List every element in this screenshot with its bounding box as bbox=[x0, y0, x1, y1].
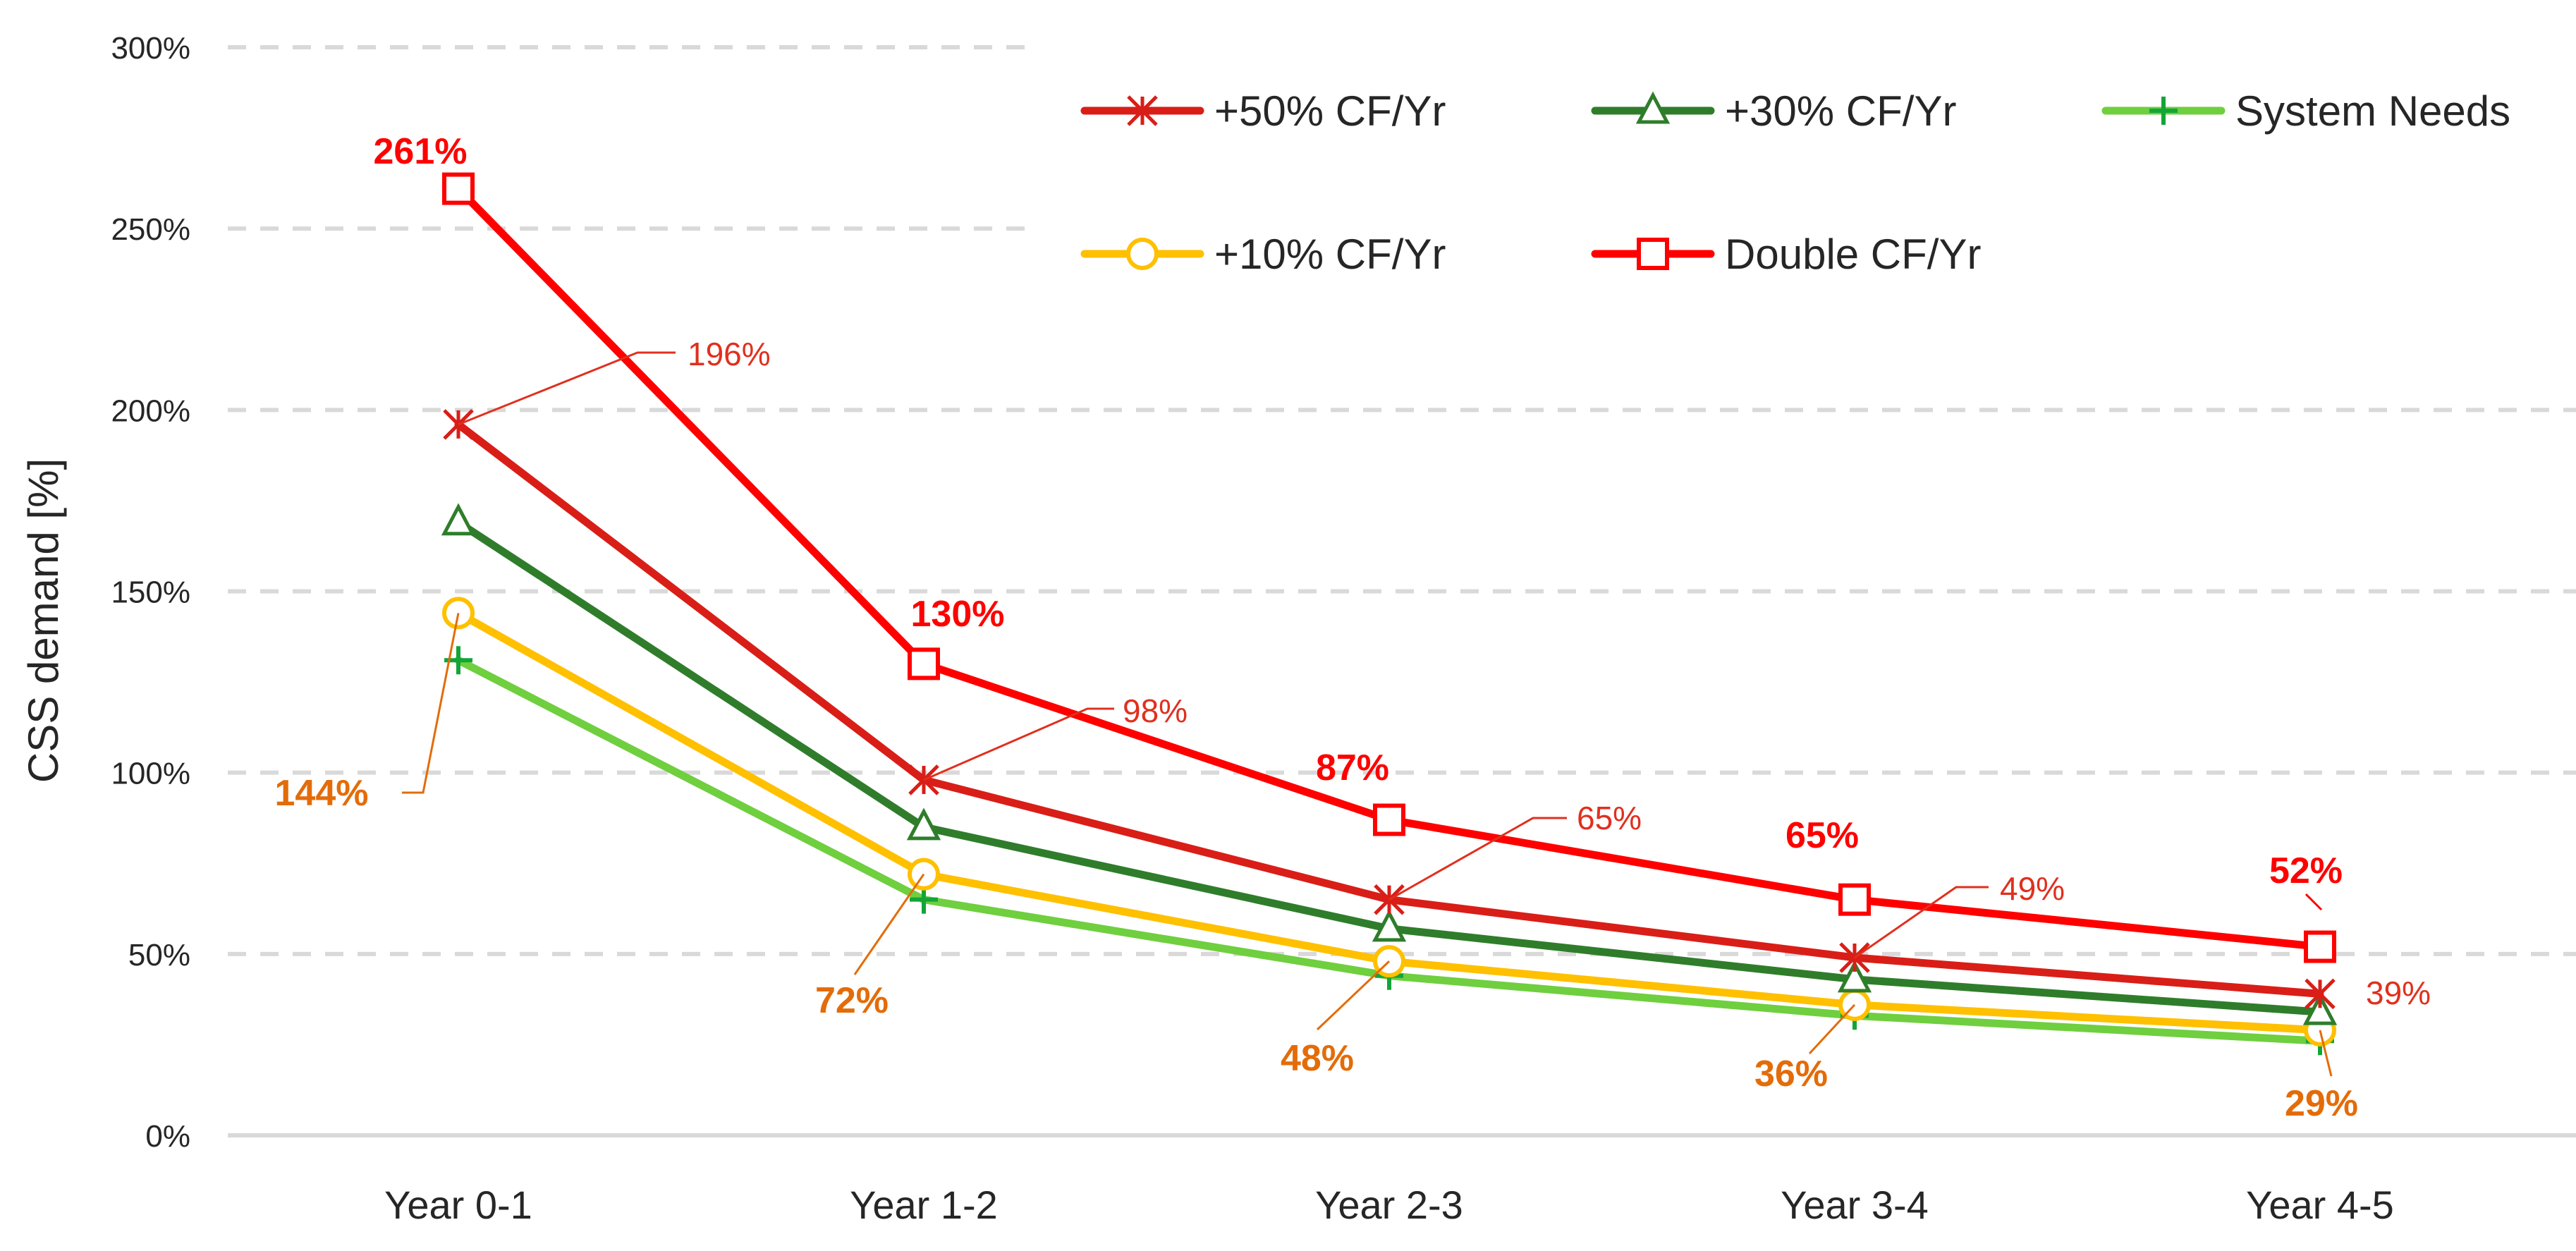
y-tick-label: 250% bbox=[111, 212, 190, 247]
x-tick-label: Year 3-4 bbox=[1781, 1183, 1929, 1227]
data-label: 52% bbox=[2269, 850, 2343, 891]
y-axis-ticks: 0% 50% 100% 150% 200% 250% 300% bbox=[111, 31, 190, 1154]
data-point-marker bbox=[442, 172, 475, 205]
data-label: 144% bbox=[275, 773, 369, 814]
data-point-marker bbox=[1837, 960, 1872, 993]
data-label: 48% bbox=[1281, 1038, 1354, 1079]
legend-label: +50% CF/Yr bbox=[1214, 87, 1446, 135]
data-label: 72% bbox=[815, 980, 889, 1021]
series-lines bbox=[441, 172, 2338, 1056]
series-double-cf-yr bbox=[442, 172, 2336, 963]
x-tick-label: Year 1-2 bbox=[850, 1183, 998, 1227]
leader-line bbox=[1854, 886, 1989, 959]
data-point-marker bbox=[906, 807, 941, 841]
data-label: 65% bbox=[1577, 800, 1642, 836]
leader-line bbox=[1808, 1003, 1856, 1055]
y-tick-label: 200% bbox=[111, 393, 190, 428]
y-tick-label: 300% bbox=[111, 31, 190, 66]
legend-item--50-cf-yr: +50% CF/Yr bbox=[1080, 87, 1446, 135]
data-label: 65% bbox=[1786, 815, 1859, 856]
leader-line bbox=[923, 707, 1114, 781]
y-axis-label: CSS demand [%] bbox=[20, 458, 67, 783]
data-point-marker bbox=[2304, 930, 2336, 963]
x-tick-label: Year 0-1 bbox=[384, 1183, 532, 1227]
data-point-marker bbox=[2302, 992, 2338, 1025]
x-tick-label: Year 2-3 bbox=[1315, 1183, 1463, 1227]
legend-item-system-needs: System Needs bbox=[2101, 87, 2510, 135]
data-label: 49% bbox=[2000, 870, 2065, 907]
legend-marker bbox=[1637, 238, 1669, 270]
data-point-marker bbox=[1373, 803, 1405, 836]
legend-label: Double CF/Yr bbox=[1725, 231, 1981, 278]
legend-marker bbox=[1635, 91, 1671, 124]
x-axis-ticks: Year 0-1 Year 1-2 Year 2-3 Year 3-4 Year 4-5 bbox=[384, 1183, 2394, 1227]
data-point-marker bbox=[1839, 942, 1870, 973]
data-label: 130% bbox=[911, 594, 1005, 635]
data-point-marker bbox=[441, 503, 476, 536]
legend-marker bbox=[1126, 238, 1159, 270]
leader-line bbox=[1316, 960, 1391, 1031]
leader-line bbox=[1388, 817, 1567, 901]
leader-line bbox=[853, 873, 925, 975]
data-point-marker bbox=[1372, 909, 1407, 942]
data-label: 39% bbox=[2366, 975, 2431, 1011]
legend-item--10-cf-yr: +10% CF/Yr bbox=[1080, 231, 1446, 278]
data-point-marker bbox=[908, 647, 940, 681]
data-label: 29% bbox=[2285, 1083, 2358, 1124]
leader-line bbox=[402, 613, 460, 794]
y-tick-label: 150% bbox=[111, 575, 190, 610]
legend-marker bbox=[2149, 97, 2178, 125]
data-labels: 261% 130% 87% 65% 52% 196% 98% 65% 49% 39% 144% 72%… bbox=[275, 131, 2431, 1124]
leader-line bbox=[458, 351, 676, 426]
leader-line bbox=[2305, 893, 2323, 911]
data-label: 87% bbox=[1316, 747, 1389, 788]
data-point-marker bbox=[2305, 978, 2336, 1010]
legend: +50% CF/Yr +30% CF/Yr System Needs +10% CF/… bbox=[1080, 87, 2510, 278]
legend-label: +30% CF/Yr bbox=[1725, 87, 1956, 135]
x-tick-label: Year 4-5 bbox=[2246, 1183, 2394, 1227]
data-label: 98% bbox=[1123, 692, 1188, 729]
y-tick-label: 0% bbox=[145, 1119, 190, 1154]
leader-line bbox=[2319, 1030, 2333, 1077]
data-label-leaders bbox=[402, 351, 2333, 1077]
legend-marker bbox=[1127, 95, 1158, 126]
legend-label: +10% CF/Yr bbox=[1214, 231, 1446, 278]
legend-label: System Needs bbox=[2235, 87, 2510, 135]
legend-item-double-cf-yr: Double CF/Yr bbox=[1591, 231, 1981, 278]
data-point-marker bbox=[443, 409, 474, 440]
data-point-marker bbox=[1838, 883, 1871, 916]
data-label: 36% bbox=[1754, 1054, 1828, 1094]
gridlines bbox=[228, 45, 2576, 1137]
y-tick-label: 50% bbox=[128, 938, 190, 972]
legend-item--30-cf-yr: +30% CF/Yr bbox=[1591, 87, 1956, 135]
series--30-cf-yr bbox=[441, 503, 2338, 1025]
data-label: 261% bbox=[374, 131, 468, 172]
data-label: 196% bbox=[688, 336, 771, 372]
y-tick-label: 100% bbox=[111, 757, 190, 791]
